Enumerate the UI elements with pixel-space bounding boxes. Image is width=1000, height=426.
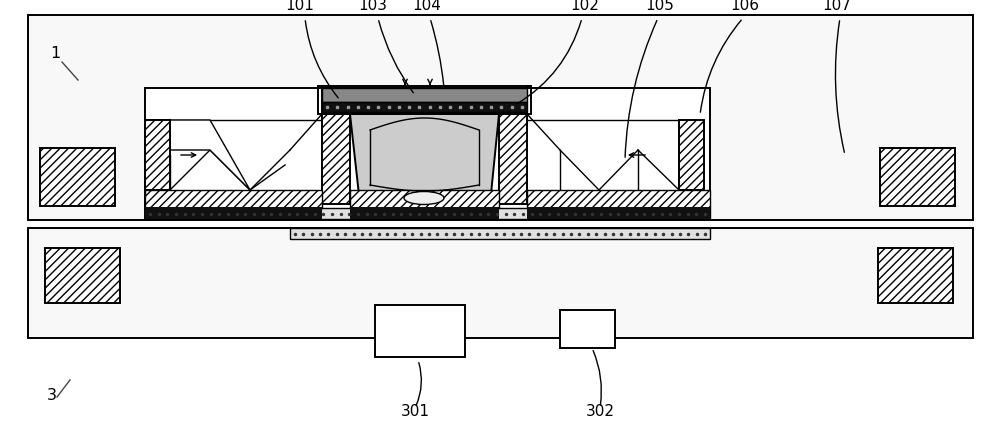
Bar	[878, 248, 953, 303]
Text: 102: 102	[571, 0, 599, 13]
Bar	[145, 207, 322, 219]
Bar	[290, 228, 710, 239]
Text: 107: 107	[823, 0, 851, 13]
Polygon shape	[350, 114, 499, 204]
Bar	[350, 190, 499, 208]
Bar	[145, 208, 710, 219]
Bar	[499, 114, 527, 204]
Text: 103: 103	[358, 0, 388, 13]
Bar	[322, 88, 527, 102]
Text: 1: 1	[50, 46, 60, 61]
Bar	[350, 207, 499, 219]
Bar	[145, 120, 170, 190]
Text: 301: 301	[400, 404, 430, 419]
Bar	[527, 207, 710, 219]
Bar	[560, 310, 615, 348]
Bar	[28, 228, 973, 338]
Bar	[145, 88, 710, 218]
Text: 105: 105	[646, 0, 674, 13]
Bar	[880, 148, 955, 206]
Bar	[28, 15, 973, 220]
Text: 104: 104	[413, 0, 441, 13]
Text: 101: 101	[286, 0, 314, 13]
Text: 106: 106	[730, 0, 760, 13]
Ellipse shape	[404, 192, 444, 204]
Bar	[40, 148, 115, 206]
Bar	[322, 102, 527, 112]
Bar	[45, 248, 120, 303]
Bar	[679, 120, 704, 190]
Text: 3: 3	[47, 388, 57, 403]
Polygon shape	[170, 120, 250, 190]
Bar	[527, 190, 710, 208]
Bar	[322, 114, 350, 204]
Bar	[375, 305, 465, 357]
Text: 302: 302	[586, 404, 614, 419]
Bar	[318, 86, 531, 114]
Bar	[145, 190, 322, 208]
